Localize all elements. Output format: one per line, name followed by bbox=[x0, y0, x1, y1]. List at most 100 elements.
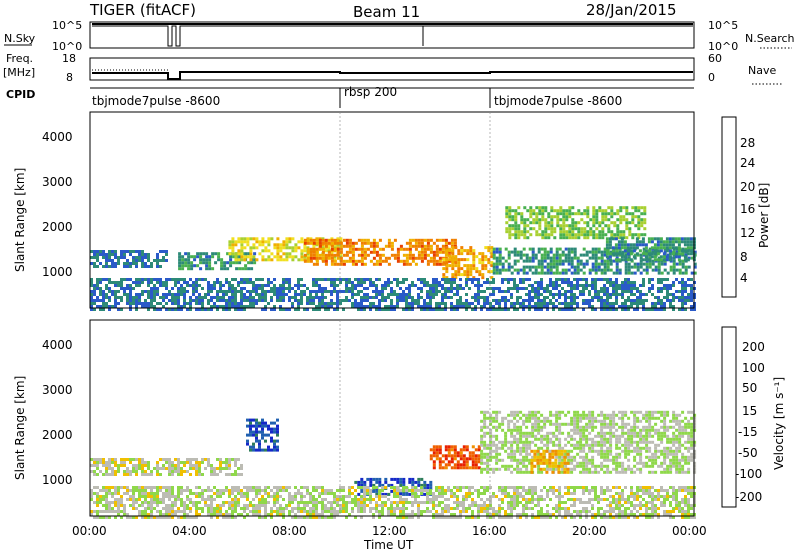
power-cell bbox=[432, 293, 435, 296]
power-cell bbox=[619, 269, 622, 272]
power-cell bbox=[453, 281, 456, 284]
power-cell bbox=[352, 242, 355, 245]
power-cell bbox=[505, 215, 508, 218]
velocity-cell bbox=[582, 411, 585, 414]
velocity-cell bbox=[543, 420, 546, 423]
power-cell bbox=[657, 281, 660, 284]
power-cell bbox=[156, 259, 159, 262]
power-cell bbox=[331, 257, 334, 260]
power-cell bbox=[156, 278, 159, 281]
power-cell bbox=[654, 252, 657, 255]
power-cell bbox=[552, 296, 555, 299]
velocity-cell bbox=[540, 447, 543, 450]
power-cell bbox=[525, 299, 528, 302]
power-cell bbox=[420, 287, 423, 290]
power-cell bbox=[574, 257, 577, 260]
power-cell bbox=[606, 240, 609, 243]
power-cell bbox=[678, 290, 681, 293]
velocity-cell bbox=[234, 470, 237, 473]
power-cell bbox=[597, 290, 600, 293]
power-cell bbox=[369, 278, 372, 281]
velocity-cell bbox=[681, 471, 684, 474]
power-cell bbox=[96, 299, 99, 302]
velocity-cell bbox=[363, 481, 366, 484]
velocity-cell bbox=[498, 468, 501, 471]
power-cell bbox=[619, 206, 622, 209]
power-cell bbox=[330, 284, 333, 287]
power-cell bbox=[598, 263, 601, 266]
velocity-cell bbox=[666, 435, 669, 438]
velocity-cell bbox=[436, 445, 439, 448]
power-cell bbox=[325, 239, 328, 242]
power-cell bbox=[610, 206, 613, 209]
power-cell bbox=[240, 293, 243, 296]
power-cell bbox=[294, 293, 297, 296]
velocity-cell bbox=[138, 458, 141, 461]
power-cell bbox=[517, 212, 520, 215]
velocity-cell bbox=[531, 423, 534, 426]
velocity-cell bbox=[648, 411, 651, 414]
power-cell bbox=[660, 240, 663, 243]
velocity-cell bbox=[255, 437, 258, 440]
power-cell bbox=[445, 246, 448, 249]
velocity-cell bbox=[99, 498, 102, 501]
power-cell bbox=[426, 290, 429, 293]
power-cell bbox=[607, 218, 610, 221]
power-cell bbox=[412, 257, 415, 260]
velocity-cell bbox=[162, 486, 165, 489]
power-cell bbox=[276, 290, 279, 293]
velocity-cell bbox=[138, 504, 141, 507]
power-cell bbox=[408, 302, 411, 305]
velocity-cell bbox=[510, 432, 513, 435]
velocity-cell bbox=[609, 459, 612, 462]
velocity-cell bbox=[585, 468, 588, 471]
power-cell bbox=[558, 278, 561, 281]
velocity-cell bbox=[594, 435, 597, 438]
power-cell bbox=[105, 265, 108, 268]
velocity-cell bbox=[132, 486, 135, 489]
power-cell bbox=[484, 258, 487, 261]
power-cell bbox=[562, 272, 565, 275]
power-cell bbox=[231, 302, 234, 305]
power-cell bbox=[421, 257, 424, 260]
power-cell bbox=[214, 252, 217, 255]
velocity-cell bbox=[672, 426, 675, 429]
power-cell bbox=[129, 262, 132, 265]
power-cell bbox=[519, 296, 522, 299]
power-cell bbox=[687, 293, 690, 296]
power-cell bbox=[264, 299, 267, 302]
power-cell bbox=[111, 253, 114, 256]
velocity-cell bbox=[543, 423, 546, 426]
power-cell bbox=[670, 266, 673, 269]
power-cell bbox=[612, 290, 615, 293]
power-cell bbox=[429, 302, 432, 305]
velocity-cell bbox=[469, 457, 472, 460]
power-cell bbox=[252, 237, 255, 240]
power-cell bbox=[114, 293, 117, 296]
velocity-cell bbox=[357, 493, 360, 496]
velocity-cell bbox=[672, 465, 675, 468]
velocity-cell bbox=[135, 489, 138, 492]
power-cell bbox=[382, 248, 385, 251]
power-cell bbox=[588, 299, 591, 302]
power-cell bbox=[300, 302, 303, 305]
velocity-cell bbox=[591, 423, 594, 426]
velocity-cell bbox=[93, 458, 96, 461]
power-cell bbox=[525, 287, 528, 290]
velocity-cell bbox=[642, 441, 645, 444]
velocity-cell bbox=[498, 441, 501, 444]
power-cell bbox=[367, 248, 370, 251]
velocity-cell bbox=[195, 507, 198, 510]
power-cell bbox=[451, 258, 454, 261]
power-cell bbox=[331, 254, 334, 257]
power-cell bbox=[463, 270, 466, 273]
power-cell bbox=[153, 284, 156, 287]
power-cell bbox=[411, 302, 414, 305]
power-cell bbox=[123, 253, 126, 256]
velocity-cell bbox=[255, 449, 258, 452]
velocity-cell bbox=[510, 411, 513, 414]
velocity-cell bbox=[522, 459, 525, 462]
power-cell bbox=[481, 261, 484, 264]
power-cell bbox=[534, 281, 537, 284]
power-cell bbox=[690, 240, 693, 243]
